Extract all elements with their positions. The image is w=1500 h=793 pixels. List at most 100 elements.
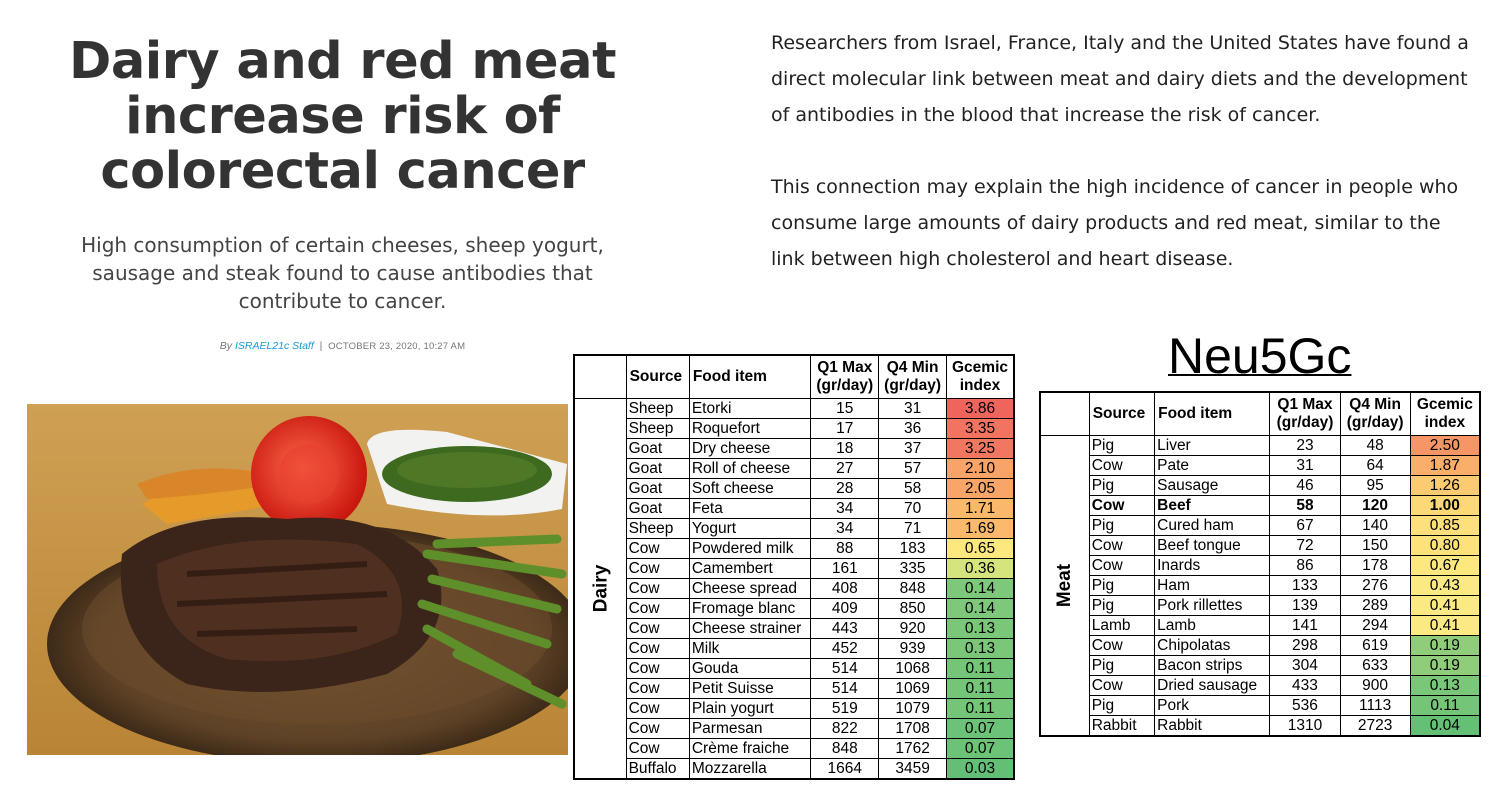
source-header: Source (1088, 391, 1156, 436)
table-row: Pig Ham 133 276 0.43 (1040, 575, 1481, 596)
food-cell: Gouda (688, 658, 812, 679)
food-cell: Plain yogurt (688, 698, 812, 719)
food-cell: Crème fraiche (688, 738, 812, 759)
group-label: Meat (1039, 435, 1090, 737)
table-row: Buffalo Mozzarella 1664 3459 0.03 (574, 758, 1015, 780)
gi-cell: 0.13 (946, 638, 1015, 659)
article-paragraph: This connection may explain the high inc… (771, 176, 1459, 270)
source-cell: Goat (625, 438, 690, 459)
source-cell: Sheep (625, 418, 690, 439)
q4-cell: 37 (878, 438, 947, 459)
gi-header: Gcemic index (1409, 391, 1481, 436)
q1-cell: 88 (810, 538, 880, 559)
source-cell: Cow (625, 678, 690, 699)
q1-cell: 1664 (810, 758, 880, 780)
food-cell: Milk (688, 638, 812, 659)
q1-cell: 1310 (1269, 715, 1341, 737)
table-row: Cow Fromage blanc 409 850 0.14 (574, 598, 1015, 619)
q4-cell: 1079 (878, 698, 947, 719)
q4-cell: 36 (878, 418, 947, 439)
table-row: Cow Camembert 161 335 0.36 (574, 558, 1015, 579)
table-row: Pig Pork 536 1113 0.11 (1040, 695, 1481, 716)
q4-cell: 335 (878, 558, 947, 579)
q1-cell: 514 (810, 678, 880, 699)
q1-cell: 133 (1269, 575, 1341, 596)
table-row: Cow Powdered milk 88 183 0.65 (574, 538, 1015, 559)
gi-cell: 0.07 (946, 718, 1015, 739)
food-cell: Chipolatas (1154, 635, 1271, 656)
gi-cell: 0.43 (1409, 575, 1481, 596)
meat-table: Source Food item Q1 Max (gr/day) Q4 Min (g… (1039, 391, 1481, 737)
gi-cell: 0.04 (1409, 715, 1481, 737)
source-cell: Sheep (625, 518, 690, 539)
q4-cell: 920 (878, 618, 947, 639)
q4-cell: 1762 (878, 738, 947, 759)
source-cell: Pig (1088, 655, 1156, 676)
q1-cell: 443 (810, 618, 880, 639)
gi-cell: 3.25 (946, 438, 1015, 459)
author-link[interactable]: ISRAEL21c Staff (234, 340, 314, 352)
food-cell: Camembert (688, 558, 812, 579)
food-cell: Cheese strainer (688, 618, 812, 639)
q4-header: Q4 Min (gr/day) (878, 354, 947, 399)
q4-cell: 633 (1339, 655, 1411, 676)
q4-cell: 64 (1339, 455, 1411, 476)
table-row: Sheep Roquefort 17 36 3.35 (574, 418, 1015, 439)
gi-cell: 0.13 (1409, 675, 1481, 696)
table-row: Cow Chipolatas 298 619 0.19 (1040, 635, 1481, 656)
q4-cell: 140 (1339, 515, 1411, 536)
q4-cell: 2723 (1339, 715, 1411, 737)
food-cell: Dry cheese (688, 438, 812, 459)
q4-cell: 1708 (878, 718, 947, 739)
table-row: Lamb Lamb 141 294 0.41 (1040, 615, 1481, 636)
q1-cell: 72 (1269, 535, 1341, 556)
table-row: Cow Parmesan 822 1708 0.07 (574, 718, 1015, 739)
source-cell: Sheep (625, 398, 690, 419)
source-cell: Cow (625, 578, 690, 599)
byline-prefix: By (219, 340, 233, 352)
food-cell: Pork (1154, 695, 1271, 716)
q1-cell: 452 (810, 638, 880, 659)
gi-cell: 2.10 (946, 458, 1015, 479)
q1-cell: 18 (810, 438, 880, 459)
table-row: Pig Cured ham 67 140 0.85 (1040, 515, 1481, 536)
q4-cell: 178 (1339, 555, 1411, 576)
q1-cell: 34 (810, 498, 880, 519)
food-cell: Soft cheese (688, 478, 812, 499)
group-header (573, 354, 627, 399)
q1-cell: 46 (1269, 475, 1341, 496)
gi-cell: 0.19 (1409, 635, 1481, 656)
source-cell: Rabbit (1088, 715, 1156, 737)
table-header-row: Source Food item Q1 Max (gr/day) Q4 Min (g… (1039, 391, 1481, 436)
table-row: Rabbit Rabbit 1310 2723 0.04 (1040, 715, 1481, 737)
q1-cell: 409 (810, 598, 880, 619)
source-cell: Cow (1088, 455, 1156, 476)
table-row: Cow Pate 31 64 1.87 (1040, 455, 1481, 476)
q4-cell: 848 (878, 578, 947, 599)
q1-header: Q1 Max (gr/day) (810, 354, 880, 399)
food-cell: Cheese spread (688, 578, 812, 599)
table-row: Cow Dried sausage 433 900 0.13 (1040, 675, 1481, 696)
source-cell: Pig (1088, 475, 1156, 496)
food-cell: Fromage blanc (688, 598, 812, 619)
source-cell: Cow (625, 738, 690, 759)
q1-cell: 34 (810, 518, 880, 539)
table-row: Goat Dry cheese 18 37 3.25 (574, 438, 1015, 459)
q4-cell: 850 (878, 598, 947, 619)
q4-cell: 900 (1339, 675, 1411, 696)
q4-cell: 939 (878, 638, 947, 659)
byline: By ISRAEL21c Staff | OCTOBER 23, 2020, 1… (30, 340, 655, 352)
article-body: Researchers from Israel, France, Italy a… (771, 25, 1471, 313)
q1-cell: 304 (1269, 655, 1341, 676)
food-cell: Roquefort (688, 418, 812, 439)
food-header: Food item (688, 354, 812, 399)
source-cell: Pig (1088, 515, 1156, 536)
gi-cell: 0.36 (946, 558, 1015, 579)
food-cell: Pork rillettes (1154, 595, 1271, 616)
q4-cell: 57 (878, 458, 947, 479)
gi-cell: 0.67 (1409, 555, 1481, 576)
source-header: Source (625, 354, 690, 399)
food-cell: Dried sausage (1154, 675, 1271, 696)
table-row: Goat Soft cheese 28 58 2.05 (574, 478, 1015, 499)
food-cell: Beef tongue (1154, 535, 1271, 556)
